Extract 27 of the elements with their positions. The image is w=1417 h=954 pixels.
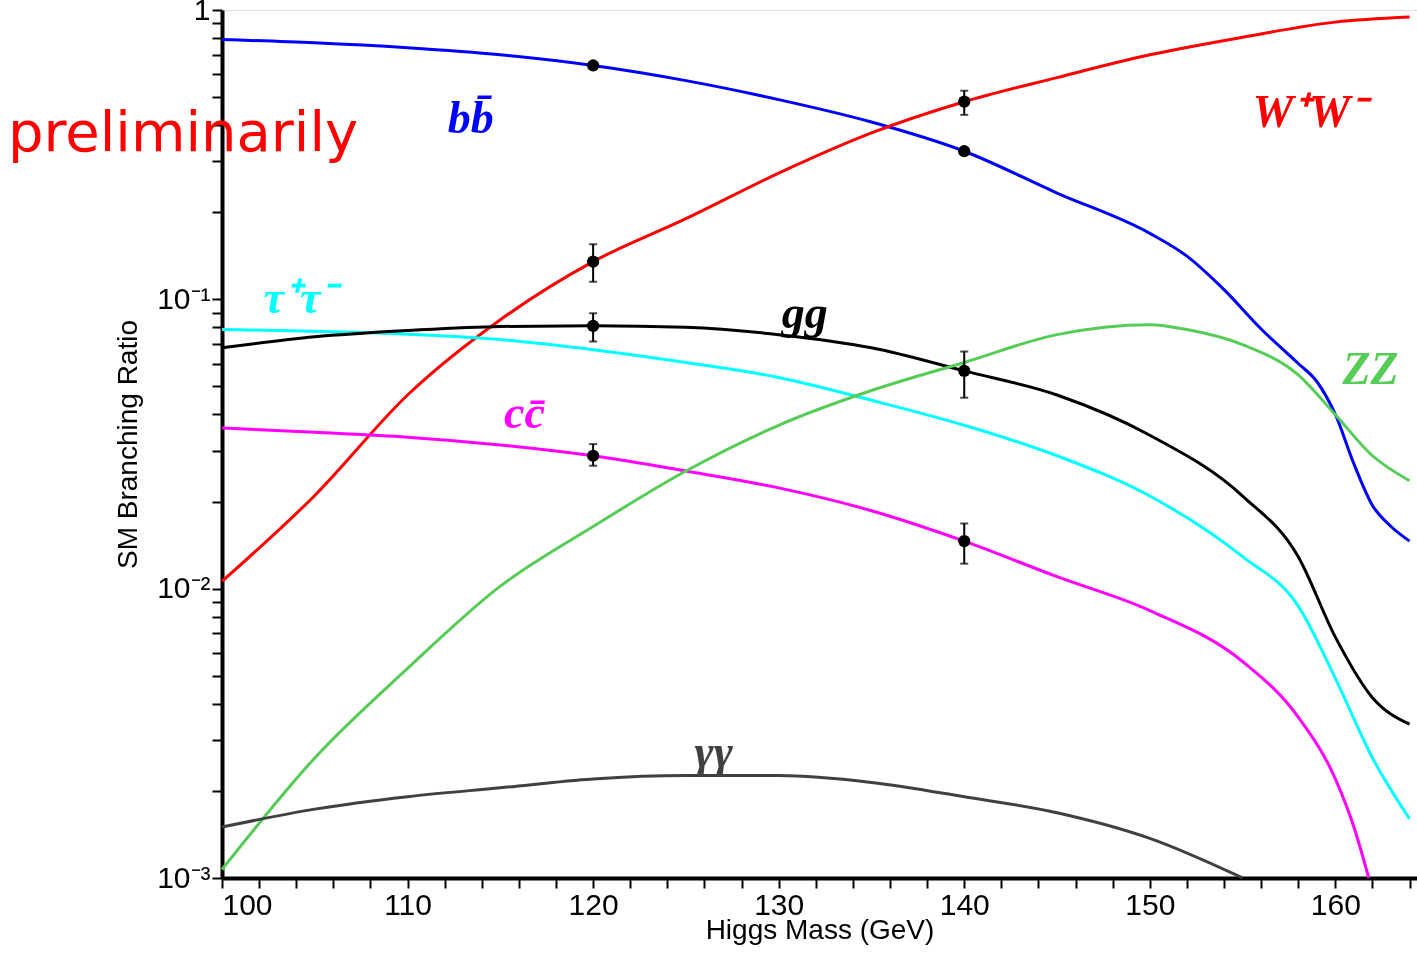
line-series — [220, 426, 1371, 880]
point — [958, 535, 971, 548]
point — [586, 255, 600, 268]
line-series — [220, 774, 1245, 880]
series-label: τ⁺τ⁻ — [263, 272, 343, 324]
point — [958, 364, 971, 377]
x-tick-label: 150 — [1125, 887, 1176, 921]
point — [586, 59, 600, 72]
y-tick-label: 10⁻³ — [157, 860, 211, 894]
series-label: gg — [780, 286, 828, 338]
x-tick-label: 130 — [754, 887, 805, 921]
series-label: cc̄ — [504, 387, 546, 439]
y-tick-label: 10⁻¹ — [157, 281, 211, 315]
x-tick-label: 160 — [1310, 887, 1361, 921]
point — [586, 449, 600, 462]
point — [958, 95, 971, 108]
point — [958, 145, 971, 158]
x-tick-label: 140 — [939, 887, 990, 921]
y-tick-label: 10⁻² — [157, 571, 211, 605]
point — [586, 319, 600, 332]
series-label: ZZ — [1341, 342, 1399, 394]
x-tick-label: 110 — [384, 887, 432, 921]
series-label: W⁺W⁻ — [1252, 86, 1373, 138]
series-label: bb̄ — [447, 92, 494, 144]
x-tick-label: 100 — [222, 887, 273, 921]
y-axis-title: SM Branching Ratio — [112, 319, 144, 570]
x-tick-label: 120 — [568, 887, 619, 921]
